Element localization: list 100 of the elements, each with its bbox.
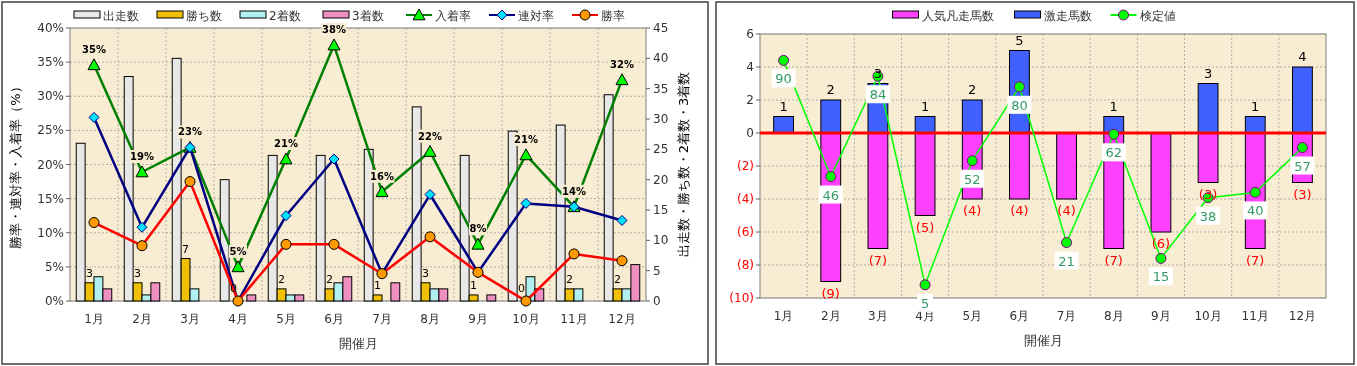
x-tick-label: 7月: [372, 312, 392, 326]
data-label: 2: [566, 272, 574, 286]
x-tick-label: 3月: [180, 312, 200, 326]
data-label: 57: [1294, 158, 1311, 174]
legend-label: 3着数: [352, 9, 384, 23]
data-label: 1: [1109, 98, 1118, 114]
data-label: 40: [1246, 203, 1264, 219]
legend-label: 出走数: [103, 9, 139, 23]
x-tick-label: 4月: [228, 312, 248, 326]
data-label: 32%: [610, 58, 634, 70]
y-tick-label: 0%: [44, 294, 64, 308]
y-tick-label: (2): [737, 159, 754, 173]
data-label: (9): [821, 285, 840, 301]
y-tick-label: 5%: [44, 259, 64, 274]
x-tick-label: 12月: [608, 312, 636, 326]
y2-tick-label: 25: [653, 142, 669, 157]
data-label: 0: [230, 282, 238, 295]
legend-label: 人気凡走馬数: [921, 9, 994, 23]
y2-tick-label: 35: [653, 81, 669, 96]
y-tick-label: (10): [729, 291, 754, 305]
data-label: 5: [1015, 32, 1024, 48]
data-label: 84: [869, 87, 887, 103]
y2-tick-label: 15: [653, 203, 669, 217]
x-tick-label: 6月: [324, 312, 344, 326]
data-label: 3: [1203, 65, 1213, 81]
x-axis-title: 開催月: [1023, 333, 1063, 348]
data-label: 38%: [322, 24, 346, 36]
data-label: 2: [278, 272, 286, 286]
y-tick-label: 35%: [37, 55, 64, 70]
data-label: 80: [1011, 97, 1028, 113]
y2-tick-label: 0: [653, 294, 661, 308]
x-tick-label: 3月: [868, 309, 888, 323]
data-label: 3: [134, 266, 142, 280]
y2-tick-label: 45: [653, 21, 669, 35]
data-label: 52: [963, 171, 981, 187]
x-tick-label: 9月: [1151, 309, 1171, 323]
data-label: (7): [868, 252, 888, 268]
legend-label: 2着数: [269, 9, 301, 23]
x-tick-label: 9月: [468, 312, 488, 326]
y2-tick-label: 20: [653, 172, 669, 187]
y-tick-label: 10%: [37, 225, 64, 240]
data-label: 1: [470, 278, 478, 292]
data-label: 46: [822, 187, 840, 203]
data-label: 15: [1152, 269, 1170, 285]
y-tick-label: (8): [737, 258, 754, 272]
y-tick-label: 30%: [37, 89, 64, 104]
data-label: 0: [518, 282, 526, 295]
x-tick-label: 8月: [1103, 309, 1124, 323]
y-tick-label: 20%: [37, 157, 64, 172]
legend-label: 入着率: [435, 9, 471, 23]
data-label: 14%: [562, 185, 586, 197]
legend-label: 勝率: [601, 9, 625, 23]
x-tick-label: 8月: [420, 312, 440, 326]
data-label: 4: [1298, 49, 1307, 64]
data-label: (5): [915, 219, 935, 235]
data-label: 23%: [178, 126, 202, 138]
data-label: 2: [326, 272, 334, 286]
x-tick-label: 2月: [132, 312, 152, 326]
x-tick-label: 12月: [1288, 309, 1317, 323]
x-tick-label: 5月: [276, 312, 296, 326]
data-label: 1: [920, 98, 930, 114]
y-tick-label: (6): [737, 225, 754, 239]
y-tick-label: 0: [746, 126, 754, 140]
data-label: 62: [1105, 145, 1123, 161]
x-tick-label: 5月: [962, 309, 983, 323]
data-label: (7): [1104, 252, 1123, 268]
x-tick-label: 7月: [1056, 309, 1077, 323]
data-label: 2: [968, 82, 977, 97]
data-label: 21%: [514, 133, 538, 145]
y-tick-label: 2: [746, 93, 754, 107]
data-label: 90: [775, 71, 792, 87]
y-tick-label: 40%: [37, 21, 64, 35]
data-label: 3: [86, 266, 94, 280]
legend-label: 連対率: [518, 9, 554, 23]
data-label: 1: [779, 98, 788, 114]
x-tick-label: 11月: [560, 312, 588, 326]
y2-tick-label: 10: [653, 233, 669, 248]
legend-label: 勝ち数: [186, 9, 222, 23]
y2-tick-label: 5: [653, 263, 661, 278]
data-label: 2: [614, 272, 622, 286]
data-label: 19%: [130, 151, 154, 163]
data-label: 8%: [469, 223, 487, 235]
y-tick-label: 25%: [37, 123, 64, 138]
y-axis-title: 勝率・連対率・入着率（%）: [8, 80, 23, 249]
y-tick-label: 4: [746, 60, 754, 74]
y2-tick-label: 30: [653, 112, 669, 126]
data-label: 22%: [418, 130, 442, 142]
x-tick-label: 2月: [820, 309, 841, 323]
y-tick-label: 15%: [37, 191, 64, 206]
x-tick-label: 4月: [915, 309, 935, 323]
y2-tick-label: 40: [653, 51, 669, 66]
data-label: 21%: [274, 138, 298, 150]
data-label: 3: [422, 266, 430, 280]
data-label: 38: [1199, 208, 1217, 224]
x-tick-label: 6月: [1009, 309, 1030, 323]
data-label: 7: [182, 242, 190, 256]
y-tick-label: (4): [737, 192, 754, 206]
x-tick-label: 1月: [84, 312, 104, 326]
data-label: 35%: [82, 43, 106, 55]
data-label: 5%: [229, 245, 247, 257]
